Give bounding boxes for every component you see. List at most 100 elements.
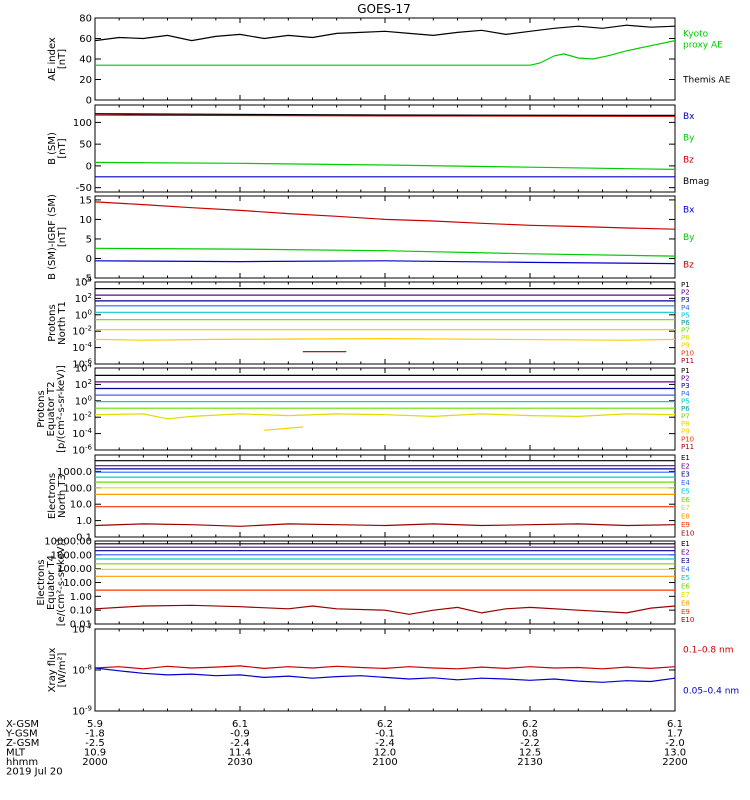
y-tick-label: 10-4 [72, 341, 92, 354]
legend-entry: P8 [681, 420, 690, 428]
legend-entry: P1 [681, 281, 690, 289]
x-row-value: -2.5 [85, 738, 105, 749]
x-row-value: -2.2 [520, 738, 540, 749]
x-row-value: 6.1 [232, 719, 248, 730]
y-tick-label: -50 [76, 183, 92, 194]
legend-entry: Bx [683, 112, 695, 122]
series-group [95, 374, 675, 431]
legend-entry: P10 [681, 349, 694, 357]
x-row-value: 6.2 [377, 719, 393, 730]
legend-entry: P5 [681, 397, 690, 405]
legend-entry: P5 [681, 311, 690, 319]
y-tick-label: 100.00 [57, 564, 92, 575]
legend-entry: E3 [681, 557, 690, 565]
series-group [95, 113, 675, 178]
x-row-label: MLT [6, 748, 26, 759]
legend-entry: P11 [681, 443, 694, 451]
series-line-0-1-0-8-nm [95, 665, 675, 670]
panel-frame [94, 628, 676, 712]
panel-frame [94, 104, 676, 193]
series-line-p8 [264, 426, 303, 431]
y-axis-label: Electrons Equator T4 [e/(cm²-s-sr-keV)] [36, 539, 67, 627]
series-line-kyoto-proxy-ae [95, 40, 675, 66]
y-tick-label: -5 [82, 274, 92, 285]
legend-entry: 0.1–0.8 nm [683, 646, 733, 656]
y-tick-label: 20 [79, 75, 92, 86]
legend-entry: E9 [681, 521, 690, 529]
y-axis-label-line: [p/(cm²-s-sr-keV)] [56, 365, 67, 453]
x-row-value: 2200 [662, 757, 687, 768]
legend-entry: E5 [681, 487, 690, 495]
x-row-label: Y-GSM [5, 729, 38, 740]
legend-entry: E2 [681, 548, 690, 556]
y-tick-label: 10000.00 [44, 537, 92, 548]
y-tick-label: 100 [73, 118, 92, 129]
y-tick-label: 0 [86, 254, 92, 265]
legend-entry: P7 [681, 413, 690, 421]
y-axis-label: Xray flux [W/m²] [47, 648, 68, 693]
series-line-bmag [95, 113, 675, 117]
y-tick-label: 5 [86, 234, 92, 245]
legend-entry: E9 [681, 608, 690, 616]
x-row-label: Z-GSM [6, 738, 39, 749]
y-axis-label: Protons North T1 [47, 301, 68, 345]
y-axis-label: Electrons North T3 [47, 473, 68, 519]
y-axis-label-line: Protons [36, 390, 47, 427]
legend-entry: E4 [681, 565, 690, 573]
panel-3: -5 0 5 10 15 B (SM)-IGRF (SM) [nT] Bx By Bz [47, 194, 695, 284]
legend-entry: P3 [681, 296, 690, 304]
legend-entry: E8 [681, 599, 690, 607]
legend-entry: P9 [681, 428, 690, 436]
legend-entry: P1 [681, 367, 690, 375]
y-tick-label: 102 [75, 378, 92, 391]
y-tick-label: 1.00 [70, 592, 92, 603]
legend-entry: P2 [681, 289, 690, 297]
legend: Bx By Bz [683, 206, 695, 271]
x-row-value: 10.9 [84, 748, 106, 759]
legend-entry: E10 [681, 616, 694, 624]
legend-entry: 0.05–0.4 nm [683, 687, 739, 697]
x-row-value: 5.9 [87, 719, 103, 730]
y-tick-label: 10-2 [72, 411, 92, 424]
series-line-bz [95, 201, 675, 230]
y-tick-label: 0.10 [70, 606, 92, 617]
y-tick-label: 104 [75, 276, 93, 289]
y-tick-label: 0.1 [76, 533, 92, 544]
legend-entry: By [683, 233, 695, 243]
legend-entry: E5 [681, 574, 690, 582]
x-row-value: 2030 [227, 757, 252, 768]
panel-frame [94, 540, 676, 625]
legend: 0.1–0.8 nm 0.05–0.4 nm [683, 646, 739, 697]
panel-frame [94, 367, 676, 451]
panel-4: 104 102 100 10-2 10-4 10-6 Protons North T1 P1P2… [47, 276, 694, 371]
y-axis-label-line: North T3 [57, 474, 68, 518]
legend-entry: E7 [681, 591, 690, 599]
y-tick-label: 0.01 [70, 620, 92, 631]
y-tick-label: 10-4 [72, 427, 92, 440]
series-line-0-05-0-4-nm [95, 667, 675, 683]
y-tick-label: 10-9 [72, 705, 92, 718]
x-row-label: X-GSM [6, 719, 39, 730]
y-tick-label: 0 [86, 96, 92, 107]
panel-5: 104 102 100 10-2 10-4 10-6 Protons Equator T2 [p… [36, 362, 694, 457]
x-row-value: 12.5 [519, 748, 541, 759]
series-line-p8 [95, 337, 675, 341]
legend-entry: Bz [683, 155, 694, 165]
y-axis-label-line: Protons [47, 304, 58, 341]
y-axis-label: AE index [nT] [47, 37, 68, 81]
x-row-value: -2.0 [665, 738, 685, 749]
legend-entry: E3 [681, 471, 690, 479]
y-tick-label: 10-6 [72, 358, 92, 371]
legend-entry: E7 [681, 504, 690, 512]
y-axis-label-line: Equator T4 [46, 555, 57, 610]
y-axis-label: B (SM) [nT] [47, 132, 68, 165]
y-axis-label-line: [nT] [57, 138, 68, 158]
panel-frame [94, 195, 676, 279]
x-row-value: 2100 [372, 757, 397, 768]
x-row-value: -0.9 [230, 729, 250, 740]
y-tick-label: 60 [79, 34, 92, 45]
legend-entry: E2 [681, 462, 690, 470]
